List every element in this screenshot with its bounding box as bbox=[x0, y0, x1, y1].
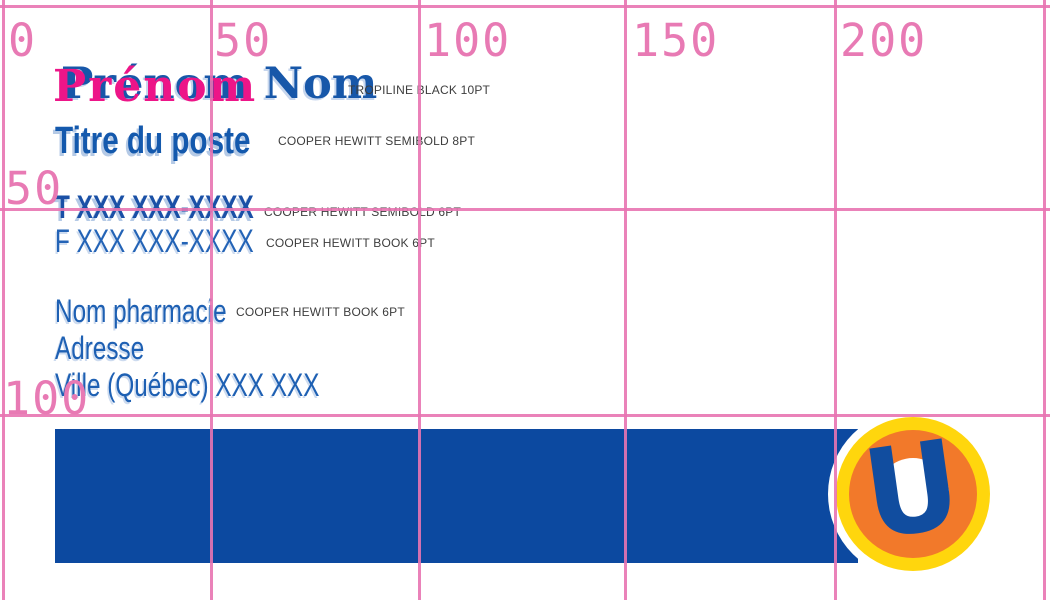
logo-orange-ring: U bbox=[849, 413, 977, 567]
grid-hline-100 bbox=[0, 414, 1050, 417]
grid-vline-200 bbox=[834, 0, 837, 600]
job-title-font-annotation: COOPER HEWITT SEMIBOLD 8PT bbox=[278, 134, 476, 148]
uniprix-logo: U bbox=[828, 409, 998, 579]
city-placeholder: Ville (Québec) XXX XXX bbox=[55, 367, 320, 403]
ruler-label-left-50: 50 bbox=[5, 162, 64, 215]
address-placeholder: Adresse bbox=[55, 330, 145, 366]
grid-vline-50 bbox=[210, 0, 213, 600]
ruler-label-top-50: 50 bbox=[214, 14, 273, 67]
name-placeholder-magenta-overlay: Prénom bbox=[53, 61, 258, 112]
job-title-placeholder: Titre du poste bbox=[55, 120, 251, 162]
logo-yellow-ring: U bbox=[836, 413, 990, 571]
grid-hline-0 bbox=[0, 5, 1050, 8]
ruler-label-top-100: 100 bbox=[424, 14, 512, 67]
grid-hline-50 bbox=[0, 208, 1050, 211]
ruler-label-top-0: 0 bbox=[8, 14, 38, 67]
ruler-label-top-200: 200 bbox=[840, 14, 928, 67]
fax-placeholder: F XXX XXX-XXXX bbox=[55, 223, 254, 259]
grid-vline-150 bbox=[624, 0, 627, 600]
grid-vline-0 bbox=[2, 0, 5, 600]
fax-font-annotation: COOPER HEWITT BOOK 6PT bbox=[266, 236, 435, 250]
grid-vline-250 bbox=[1043, 0, 1046, 600]
phone-placeholder: T XXX XXX-XXXX bbox=[55, 189, 254, 225]
logo-white-disc: U bbox=[856, 413, 969, 567]
ruler-label-top-150: 150 bbox=[632, 14, 720, 67]
pharmacy-font-annotation: COOPER HEWITT BOOK 6PT bbox=[236, 305, 405, 319]
grid-vline-100 bbox=[418, 0, 421, 600]
name-placeholder: Prénom Nom bbox=[61, 59, 378, 109]
brand-banner-bar bbox=[55, 429, 858, 563]
pharmacy-name-placeholder: Nom pharmacie bbox=[55, 293, 227, 329]
logo-u-letter-icon: U bbox=[855, 413, 969, 567]
ruler-label-left-100: 100 bbox=[3, 372, 91, 425]
